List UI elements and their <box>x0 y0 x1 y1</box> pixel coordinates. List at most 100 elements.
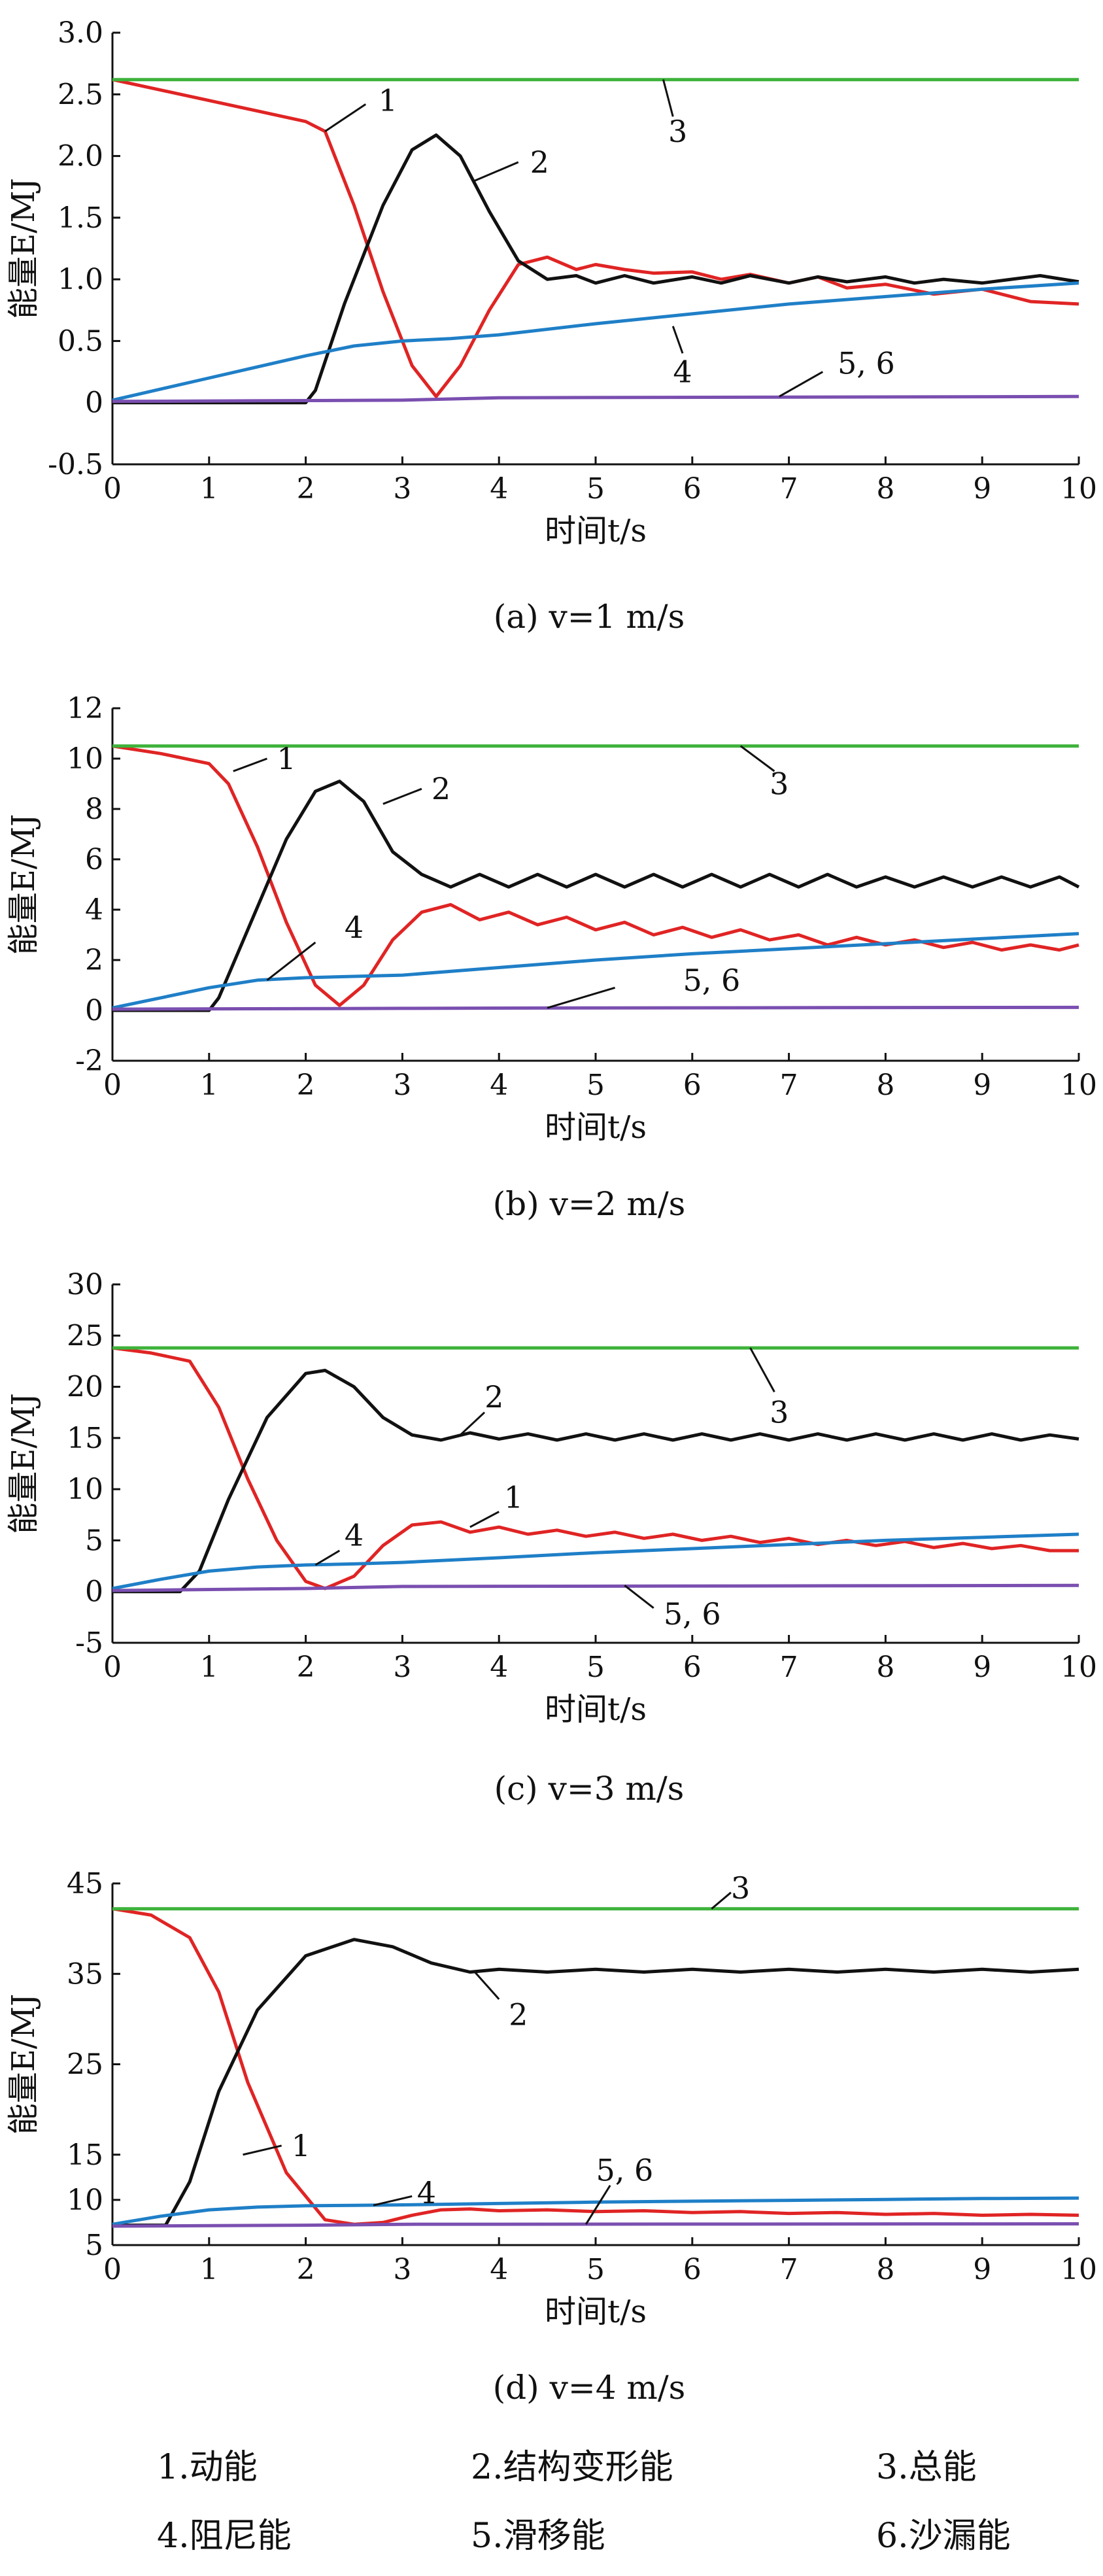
y-tick-label: 12 <box>67 692 103 725</box>
panel-caption: (a) v=1 m/s <box>494 598 685 636</box>
callout-leader <box>382 787 422 805</box>
series-callout-label: 2 <box>530 145 549 180</box>
y-tick-label: -5 <box>75 1626 103 1660</box>
panel-caption: (b) v=2 m/s <box>493 1185 686 1223</box>
series-callout-label: 1 <box>379 83 398 118</box>
x-axis-label: 时间t/s <box>545 2293 647 2330</box>
y-tick-label: 3.0 <box>58 16 103 50</box>
legend-item: 5.滑移能 <box>471 2516 605 2556</box>
x-tick-label: 4 <box>490 1651 508 1684</box>
x-tick-label: 5 <box>586 1651 605 1684</box>
callout-leader <box>373 2195 413 2207</box>
y-tick-label: 2 <box>85 944 103 977</box>
series-kinetic-line <box>112 1346 1079 1590</box>
x-tick-label: 7 <box>780 1069 798 1102</box>
y-tick-label: 15 <box>67 2138 103 2172</box>
chart-panel-1: 0 1 2 3 4 5 6 7 8 9 10-0.500.51.01.52.02.53.0时间t/s… <box>5 16 1097 636</box>
y-tick-label: 0 <box>85 994 103 1027</box>
y-tick-label: 1.0 <box>58 263 103 296</box>
x-tick-label: 3 <box>393 1069 411 1102</box>
series-damping-line <box>112 2196 1079 2226</box>
series-kinetic-line <box>112 78 1079 398</box>
x-tick-label: 1 <box>200 2253 218 2286</box>
y-tick-label: 6 <box>85 843 103 876</box>
series-damping-line <box>112 281 1079 402</box>
x-tick-label: 2 <box>297 1651 315 1684</box>
x-tick-label: 4 <box>490 1069 508 1102</box>
x-tick-label: 8 <box>876 1069 894 1102</box>
x-tick-label: 6 <box>683 472 702 506</box>
series-strain-line <box>112 1938 1079 2227</box>
x-tick-label: 10 <box>1061 1069 1097 1102</box>
legend-item: 2.结构变形能 <box>471 2448 673 2487</box>
series-damping-line <box>112 1532 1079 1590</box>
x-tick-label: 10 <box>1061 2253 1097 2286</box>
figure-legend: 1.动能 2.结构变形能 3.总能 4.阻尼能 5.滑移能 6.沙漏能 <box>157 2448 1011 2556</box>
y-tick-label: 2.0 <box>58 140 103 173</box>
y-tick-label: 0 <box>85 1575 103 1609</box>
series-callout-label: 1 <box>292 2128 311 2163</box>
callout-leader <box>474 1971 500 2000</box>
series-slip-line <box>112 394 1079 404</box>
series-callout-label: 5, 6 <box>683 963 740 998</box>
callout-leader <box>739 745 775 772</box>
x-tick-label: 9 <box>973 2253 991 2286</box>
y-tick-label: 15 <box>67 1422 103 1455</box>
series-callout-label: 2 <box>484 1379 503 1415</box>
x-tick-label: 8 <box>876 2253 894 2286</box>
x-tick-label: 9 <box>973 1069 991 1102</box>
x-tick-label: 10 <box>1061 472 1097 506</box>
x-tick-label: 9 <box>973 472 991 506</box>
chart-panel-4: 0 1 2 3 4 5 6 7 8 9 1051015253545时间t/s能量E/MJ12345,… <box>5 1867 1097 2407</box>
legend-item: 4.阻尼能 <box>157 2516 292 2556</box>
series-callout-label: 3 <box>731 1870 750 1906</box>
x-tick-label: 7 <box>780 2253 798 2286</box>
callout-leader <box>266 941 316 981</box>
x-tick-label: 0 <box>103 1651 122 1684</box>
x-tick-label: 1 <box>200 472 218 506</box>
x-tick-label: 7 <box>780 472 798 506</box>
y-tick-label: -0.5 <box>48 448 103 481</box>
x-tick-label: 3 <box>393 1651 411 1684</box>
x-tick-label: 4 <box>490 2253 508 2286</box>
series-callout-label: 5, 6 <box>838 345 895 381</box>
y-tick-label: 20 <box>67 1371 103 1404</box>
y-tick-label: 45 <box>67 1867 103 1900</box>
callout-leader <box>243 2144 282 2156</box>
x-tick-label: 8 <box>876 472 894 506</box>
x-tick-label: 1 <box>200 1069 218 1102</box>
y-tick-label: 10 <box>67 1473 103 1506</box>
callout-leader <box>474 161 519 182</box>
y-tick-label: 25 <box>67 1319 103 1352</box>
x-axis-label: 时间t/s <box>545 1109 647 1146</box>
callout-leader <box>624 1585 654 1609</box>
panel-caption: (c) v=3 m/s <box>494 1770 685 1808</box>
series-callout-label: 1 <box>504 1480 523 1515</box>
x-tick-label: 5 <box>586 2253 605 2286</box>
series-strain-line <box>112 780 1080 1012</box>
x-tick-label: 5 <box>586 472 605 506</box>
series-callout-label: 1 <box>277 741 296 776</box>
y-tick-label: 5 <box>85 1524 103 1557</box>
x-tick-label: 7 <box>780 1651 798 1684</box>
series-callout-label: 3 <box>770 766 789 802</box>
chart-panels: 0 1 2 3 4 5 6 7 8 9 10-0.500.51.01.52.02.53.0时间t/s… <box>5 16 1097 2407</box>
y-tick-label: 4 <box>85 893 103 927</box>
callout-leader <box>585 2184 611 2225</box>
series-callout-label: 4 <box>673 354 692 390</box>
x-tick-label: 0 <box>103 472 122 506</box>
x-tick-label: 2 <box>297 1069 315 1102</box>
x-tick-label: 8 <box>876 1651 894 1684</box>
y-tick-label: 0.5 <box>58 324 103 358</box>
y-axis-label: 能量E/MJ <box>5 178 42 319</box>
x-tick-label: 3 <box>393 2253 411 2286</box>
series-callout-label: 4 <box>345 910 364 945</box>
legend-item: 6.沙漏能 <box>876 2516 1011 2556</box>
x-axis-label: 时间t/s <box>545 1691 647 1728</box>
callout-leader <box>779 371 824 398</box>
x-tick-label: 9 <box>973 1651 991 1684</box>
callout-leader <box>469 1511 500 1528</box>
series-strain-line <box>112 1369 1079 1594</box>
